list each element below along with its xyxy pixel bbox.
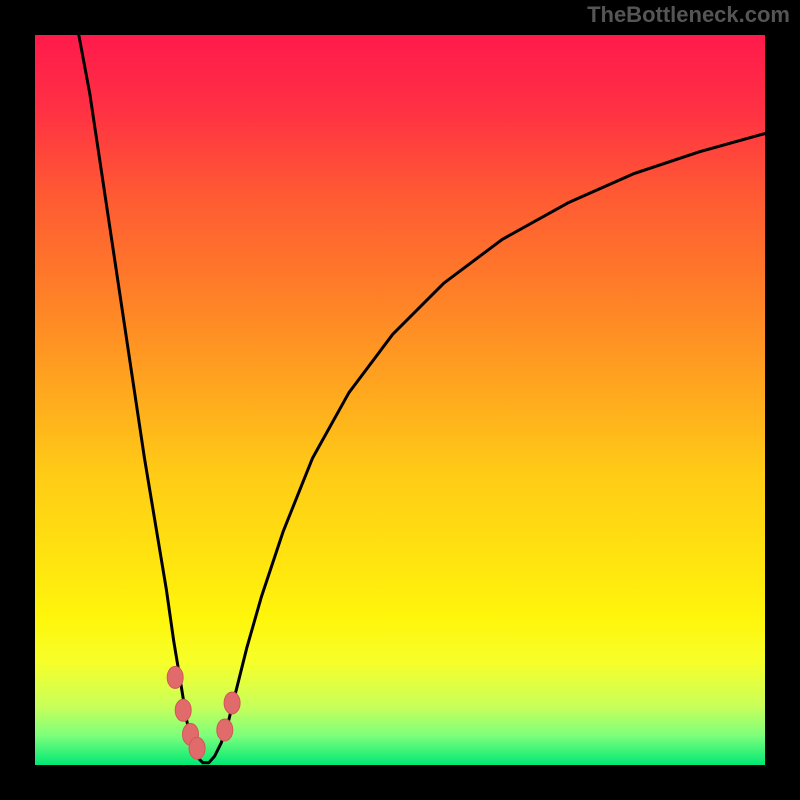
watermark-text: TheBottleneck.com <box>587 2 790 28</box>
marker-point <box>175 699 191 721</box>
marker-point <box>167 666 183 688</box>
marker-point <box>217 719 233 741</box>
marker-point <box>224 692 240 714</box>
chart-container: TheBottleneck.com <box>0 0 800 800</box>
bottleneck-chart <box>0 0 800 800</box>
plot-background <box>35 35 765 765</box>
marker-point <box>189 737 205 759</box>
